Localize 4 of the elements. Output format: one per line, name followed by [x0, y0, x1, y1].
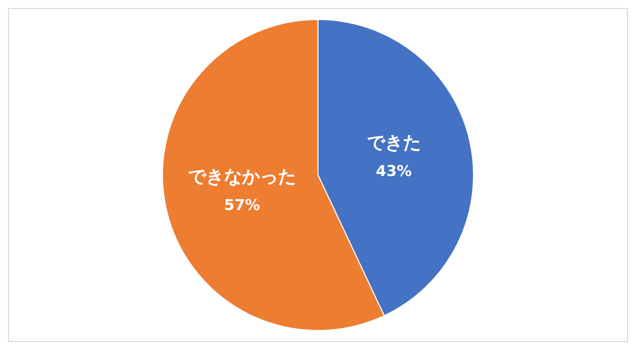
slice-label: できた — [366, 132, 421, 154]
data-label: 43% — [376, 162, 412, 180]
slice-label: できなかった — [188, 166, 296, 188]
data-label: 57% — [224, 196, 260, 214]
